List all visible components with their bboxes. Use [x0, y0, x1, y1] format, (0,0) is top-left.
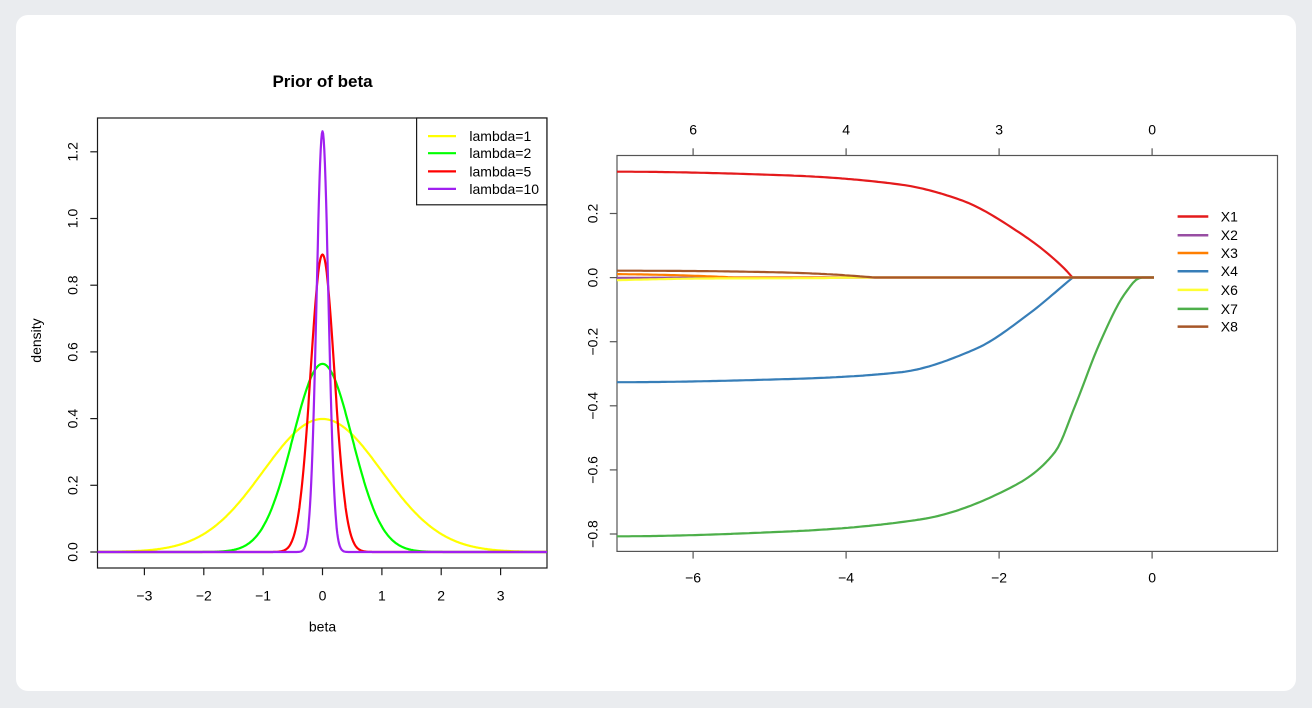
svg-text:X3: X3 — [1221, 245, 1238, 261]
svg-text:0.2: 0.2 — [65, 475, 81, 495]
svg-text:lambda=10: lambda=10 — [469, 181, 539, 197]
svg-text:−0.4: −0.4 — [584, 392, 600, 420]
svg-text:0.4: 0.4 — [65, 409, 81, 429]
svg-text:0: 0 — [1148, 569, 1156, 585]
svg-text:−2: −2 — [196, 588, 212, 604]
svg-text:0.2: 0.2 — [584, 204, 600, 224]
svg-text:X7: X7 — [1221, 301, 1238, 317]
svg-text:X6: X6 — [1221, 282, 1238, 298]
svg-text:−4: −4 — [838, 569, 854, 585]
svg-text:X2: X2 — [1221, 227, 1238, 243]
svg-text:3: 3 — [995, 121, 1003, 137]
svg-text:0.8: 0.8 — [65, 275, 81, 295]
svg-text:0: 0 — [319, 588, 327, 604]
svg-text:−1: −1 — [255, 588, 271, 604]
svg-text:Prior of beta: Prior of beta — [272, 72, 373, 91]
svg-text:1.0: 1.0 — [65, 209, 81, 229]
svg-text:−3: −3 — [136, 588, 152, 604]
svg-text:0: 0 — [1148, 121, 1156, 137]
svg-text:4: 4 — [842, 121, 850, 137]
svg-text:−6: −6 — [685, 569, 701, 585]
svg-text:X8: X8 — [1221, 319, 1238, 335]
svg-text:1: 1 — [378, 588, 386, 604]
svg-text:0.0: 0.0 — [65, 542, 81, 562]
svg-text:3: 3 — [497, 588, 505, 604]
svg-text:lambda=5: lambda=5 — [469, 163, 531, 179]
svg-text:X1: X1 — [1221, 209, 1238, 225]
svg-text:2: 2 — [437, 588, 445, 604]
svg-text:0.6: 0.6 — [65, 342, 81, 362]
svg-text:−0.6: −0.6 — [584, 456, 600, 484]
svg-text:lambda=1: lambda=1 — [469, 128, 531, 144]
svg-text:density: density — [28, 318, 44, 362]
svg-text:−2: −2 — [991, 569, 1007, 585]
svg-text:lambda=2: lambda=2 — [469, 145, 531, 161]
svg-text:−0.2: −0.2 — [584, 328, 600, 356]
svg-text:0.0: 0.0 — [584, 268, 600, 288]
svg-text:X4: X4 — [1221, 263, 1238, 279]
svg-text:−0.8: −0.8 — [584, 520, 600, 548]
svg-text:6: 6 — [689, 121, 697, 137]
svg-text:1.2: 1.2 — [65, 142, 81, 162]
svg-text:beta: beta — [309, 618, 336, 634]
